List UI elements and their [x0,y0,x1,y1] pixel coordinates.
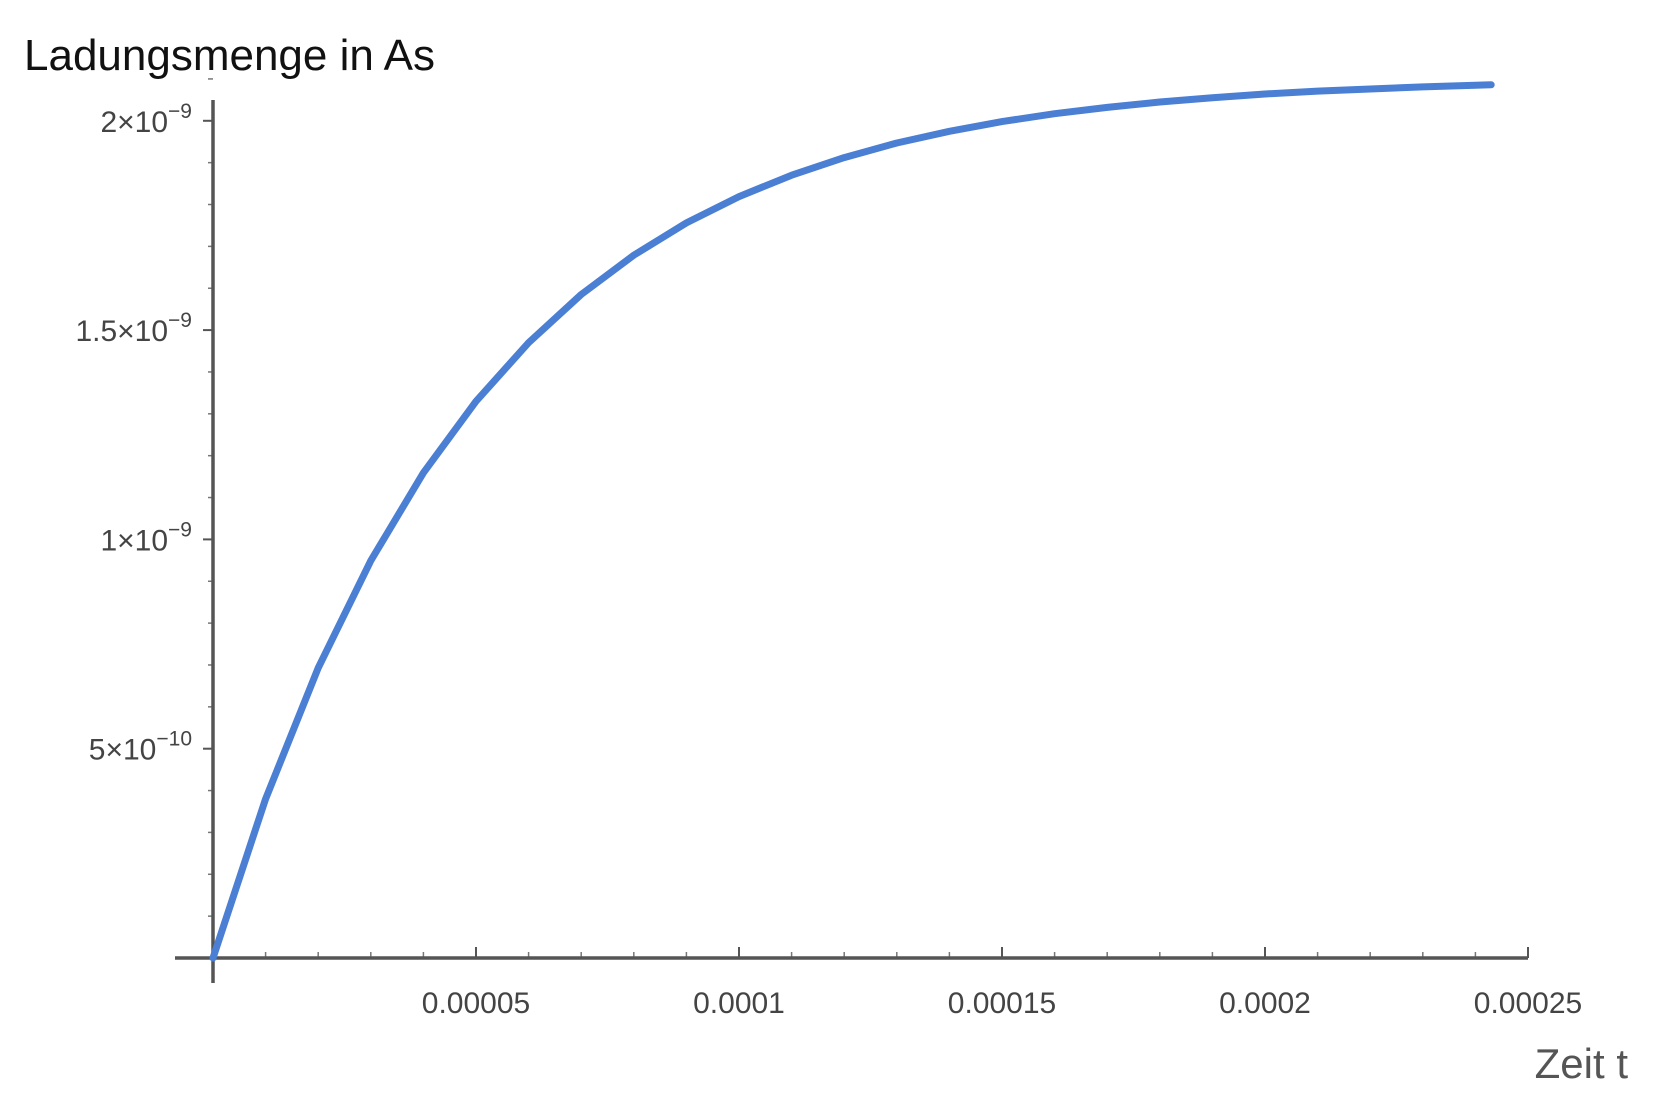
series-line [209,81,1495,962]
y-tick-label: 5×10−10 [89,728,192,767]
y-tick-labels: 5×10−10 1×10−9 1.5×10−9 2×10−9 [75,100,192,767]
y-tick-label: 2×10−9 [100,100,192,139]
x-tick-label: 0.00015 [948,987,1056,1020]
x-tick-label: 0.0002 [1219,987,1311,1020]
x-tick-labels: 0.00005 0.0001 0.00015 0.0002 0.00025 [422,987,1582,1020]
y-axis-label: Ladungsmenge in As [24,31,435,80]
major-ticks [203,119,1529,958]
y-tick-label: 1×10−9 [100,518,192,557]
x-tick-label: 0.00005 [422,987,530,1020]
x-tick-label: 0.0001 [693,987,785,1020]
x-tick-label: 0.00025 [1474,987,1582,1020]
x-axis-label: Zeit t [1535,1040,1629,1087]
y-tick-label: 1.5×10−9 [75,309,192,348]
